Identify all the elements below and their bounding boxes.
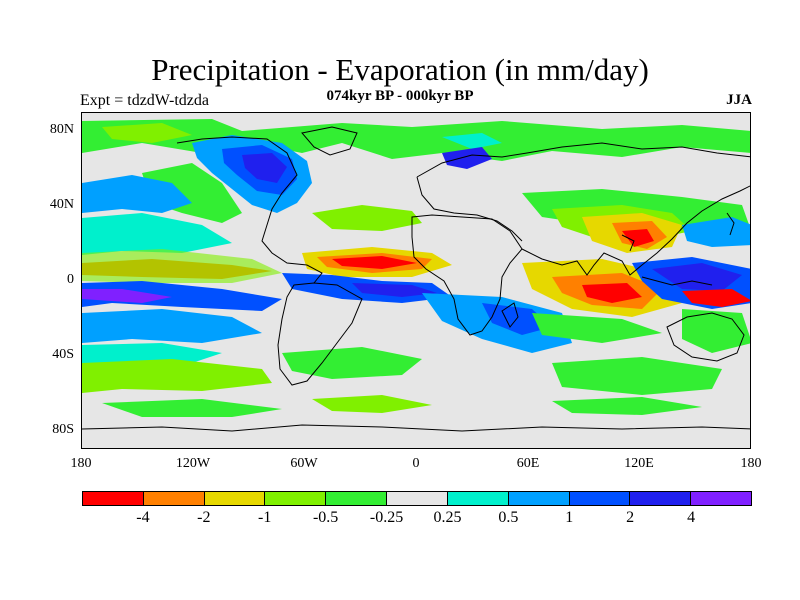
colorbar-label: 1 [565,509,574,526]
map-region-southern-green-6 [552,397,702,415]
colorbar-label: 2 [626,509,635,526]
colorbar-swatch [508,492,570,505]
map-region-southern-green-5 [312,395,432,413]
map-region-npacific-lightblue [82,175,192,213]
colorbar-label: 4 [687,509,696,526]
map-region-southern-green-4 [102,399,282,417]
colorbar-swatch [630,492,692,505]
colorbar-swatch [265,492,327,505]
map-region-namerica-darkblue [242,153,287,183]
colorbar-swatch [143,492,205,505]
map-region-spacific-lightblue [82,309,262,343]
map-region-arctic-cyan [442,133,502,149]
map-region-amazon-purple [352,283,437,297]
colorbar-label: -4 [136,509,150,526]
precip-evap-map [82,113,750,448]
lat-tick-40n: 40N [49,197,74,212]
lat-tick-40s: 40S [52,347,74,362]
map-region-atlantic-green [312,205,422,231]
lon-tick-60w: 60W [290,456,318,471]
colorbar-swatch [691,492,751,505]
colorbar [82,491,752,506]
lon-tick-120w: 120W [175,456,211,471]
map-region-indian-red [582,283,642,303]
experiment-label: Expt = tdzdW-tdzda [80,92,209,109]
map-region-eqpacific-lime [82,249,282,283]
lon-tick-180-west: 180 [70,456,92,471]
map-plot-area [81,112,751,449]
map-region-india-red [622,229,654,247]
colorbar-label: 0.25 [433,509,462,526]
map-region-eqpacific-purple [82,289,172,303]
colorbar-swatch [326,492,388,505]
season-label: JJA [726,92,752,108]
lat-tick-0: 0 [67,272,74,287]
map-region-southern-green-2 [282,347,422,379]
chart-subtitle: 074kyr BP - 000kyr BP [326,88,474,104]
map-region-scandinavia-blue [442,147,492,169]
lon-tick-180-east: 180 [740,456,762,471]
colorbar-label: 0.5 [498,509,519,526]
lon-tick-0: 0 [412,456,420,471]
lat-tick-80s: 80S [52,422,74,437]
colorbar-label: -2 [197,509,211,526]
map-region-arctic-green [82,119,750,161]
chart-title: Precipitation - Evaporation (in mm/day) [151,52,649,87]
map-region-spacific-cyan [82,343,222,365]
colorbar-swatch [204,492,266,505]
map-region-wpacific-red [682,289,750,307]
map-region-indian-green [532,313,662,343]
colorbar-swatch [83,492,144,505]
map-region-eqatlantic-red [332,256,417,269]
map-region-eqpacific-blue [82,281,282,311]
colorbar-swatch [569,492,631,505]
map-region-arctic-lime [102,123,192,143]
colorbar-swatch [447,492,509,505]
lon-tick-60e: 60E [516,456,540,471]
lon-tick-120e: 120E [624,456,654,471]
lat-tick-80n: 80N [49,122,74,137]
colorbar-label: -1 [258,509,272,526]
map-region-southern-green-3 [552,357,722,395]
coastlines [82,126,750,432]
colorbar-label: -0.5 [312,509,339,526]
map-region-southern-green-1 [82,359,272,393]
map-region-npacific-cyan [82,213,232,255]
colorbar-swatch [387,492,448,505]
colorbar-label: -0.25 [369,509,404,526]
